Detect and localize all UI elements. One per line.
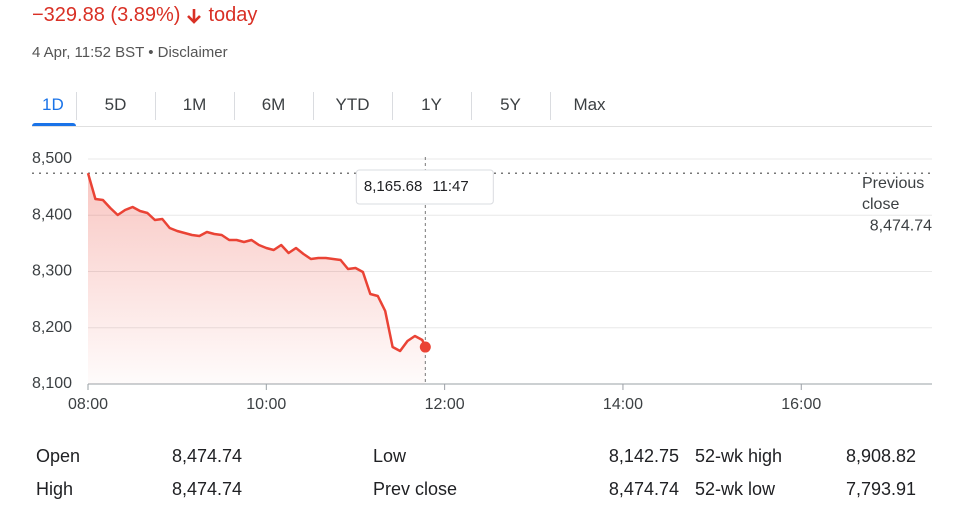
x-tick-label: 12:00 <box>425 396 465 413</box>
stat-label: Prev close <box>373 479 458 499</box>
range-tab[interactable]: 1M <box>155 88 234 124</box>
y-tick-label: 8,200 <box>32 319 72 336</box>
stat-label: Low <box>373 446 407 466</box>
stat-value: 8,474.74 <box>172 479 243 499</box>
stats-row: Open 8,474.74 Low 8,142.75 52-wk high 8,908.8… <box>28 440 964 473</box>
x-tick-label: 10:00 <box>246 396 286 413</box>
area <box>88 173 426 384</box>
range-tab[interactable]: Max <box>550 88 629 124</box>
stat-value: 8,474.74 <box>608 479 679 499</box>
y-tick-label: 8,300 <box>32 263 72 280</box>
tooltip-time: 11:47 <box>432 178 468 195</box>
x-tick-label: 08:00 <box>68 396 108 413</box>
x-tick-label: 16:00 <box>781 396 821 413</box>
range-tab[interactable]: 5Y <box>471 88 550 124</box>
stat-value: 7,793.91 <box>846 479 917 499</box>
x-tick-label: 14:00 <box>603 396 643 413</box>
disclaimer-link[interactable]: Disclaimer <box>157 44 228 61</box>
timestamp-line: 4 Apr, 11:52 BST • Disclaimer <box>32 44 228 61</box>
stats-row: High 8,474.74 Prev close 8,474.74 52-wk low 7… <box>28 473 964 506</box>
change-text: −329.88 (3.89%) <box>32 4 181 26</box>
chart: 8,100 8,200 8,300 8,400 8,500 08:00 10:00 12:00… <box>32 150 932 413</box>
stat-label: High <box>36 479 74 499</box>
timestamp: 4 Apr, 11:52 BST <box>32 44 145 61</box>
range-tab[interactable]: 5D <box>76 88 155 124</box>
tooltip-value: 8,165.68 <box>364 178 422 195</box>
range-tab[interactable]: 1D <box>32 88 76 126</box>
stat-value: 8,142.75 <box>608 446 679 466</box>
label-line: close <box>862 196 899 213</box>
tooltip-box <box>355 169 494 205</box>
previous-close-label: Previous close <box>862 175 924 213</box>
period-text: today <box>208 4 258 26</box>
label-line: Previous <box>862 175 924 192</box>
y-tick-label: 8,400 <box>32 206 72 223</box>
stat-label: 52-wk low <box>695 479 776 499</box>
range-tab[interactable]: 6M <box>234 88 313 124</box>
price-line <box>86 172 427 353</box>
stats-table: Open 8,474.74 Low 8,142.75 52-wk high 8,908.8… <box>28 440 964 506</box>
stat-label: 52-wk high <box>695 446 783 466</box>
change-header: −329.88 (3.89%) today <box>32 4 257 27</box>
down-arrow-icon <box>187 8 202 24</box>
stat-label: Open <box>36 446 81 466</box>
y-tick-label: 8,500 <box>32 150 72 167</box>
y-tick-label: 8,100 <box>32 375 72 392</box>
range-tab[interactable]: YTD <box>313 88 392 124</box>
range-tabs: 1D 5D 1M 6M YTD 1Y 5Y Max <box>32 88 932 127</box>
stat-value: 8,908.82 <box>846 446 917 466</box>
current-point <box>419 341 431 353</box>
range-tab[interactable]: 1Y <box>392 88 471 124</box>
previous-close-value: 8,474.74 <box>870 217 932 234</box>
stat-value: 8,474.74 <box>172 446 243 466</box>
